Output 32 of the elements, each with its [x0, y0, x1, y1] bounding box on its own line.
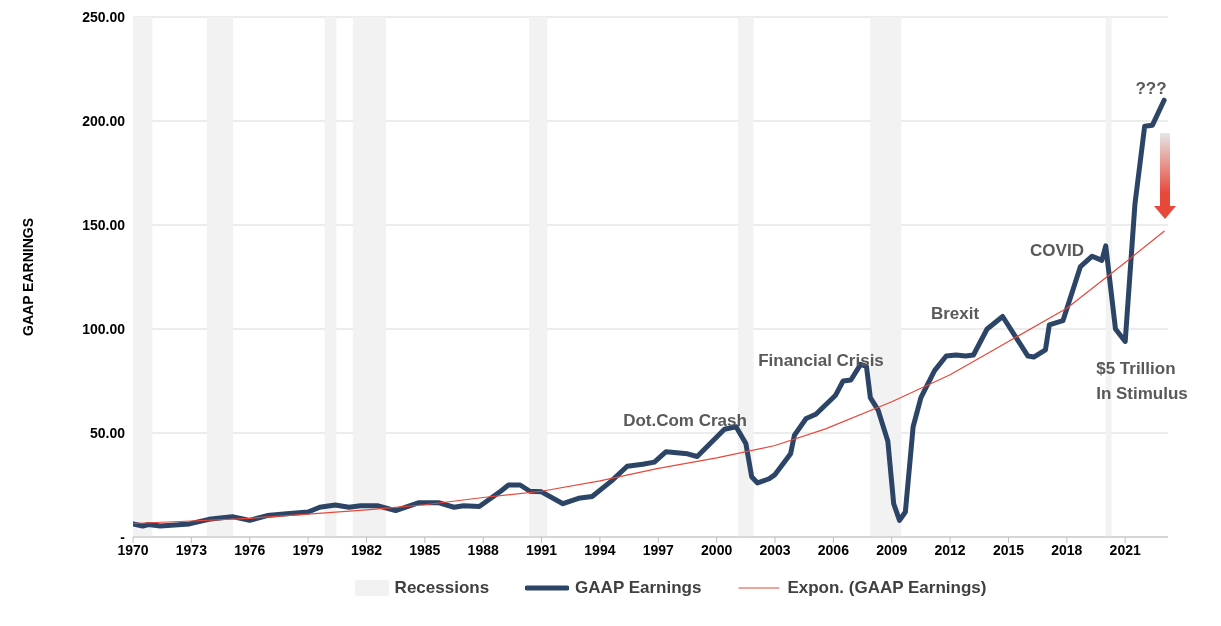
y-tick-label: 150.00	[82, 216, 126, 233]
x-tick-label: 1979	[292, 541, 324, 558]
x-tick-label: 1976	[234, 541, 266, 558]
x-tick-label: 2018	[1051, 541, 1083, 558]
legend-label: Recessions	[394, 578, 490, 598]
annotation: $5 Trillion In Stimulus	[1096, 358, 1188, 405]
x-tick-label: 2015	[992, 541, 1025, 558]
x-tick-label: 2000	[701, 541, 733, 558]
x-tick-label: 1985	[409, 541, 441, 558]
x-tick-label: 2003	[759, 541, 791, 558]
x-tick-label: 1982	[350, 541, 383, 558]
y-tick-label: 200.00	[82, 112, 126, 129]
y-tick-label: 50.00	[89, 424, 126, 441]
legend-label: Expon. (GAAP Earnings)	[787, 578, 987, 598]
x-tick-label: 1991	[525, 541, 558, 558]
annotation: COVID	[1030, 240, 1084, 262]
y-axis-title: GAAP EARNINGS	[19, 218, 36, 336]
y-tick-label: 250.00	[82, 8, 126, 25]
x-tick-label: 2021	[1109, 541, 1141, 558]
x-tick-label: 2009	[876, 541, 908, 558]
y-tick-label: 100.00	[82, 320, 126, 337]
annotation: ???	[1135, 78, 1167, 100]
x-tick-label: 1973	[175, 541, 208, 558]
annotation: Brexit	[930, 303, 980, 325]
annotation: Dot.Com Crash	[623, 410, 747, 432]
x-tick-label: 2012	[934, 541, 966, 558]
x-tick-label: 1988	[467, 541, 499, 558]
x-tick-label: 1997	[642, 541, 675, 558]
legend-label: GAAP Earnings	[575, 578, 702, 598]
x-tick-label: 1994	[584, 541, 616, 558]
x-tick-label: 2006	[817, 541, 850, 558]
annotation: Financial Crisis	[758, 350, 884, 372]
